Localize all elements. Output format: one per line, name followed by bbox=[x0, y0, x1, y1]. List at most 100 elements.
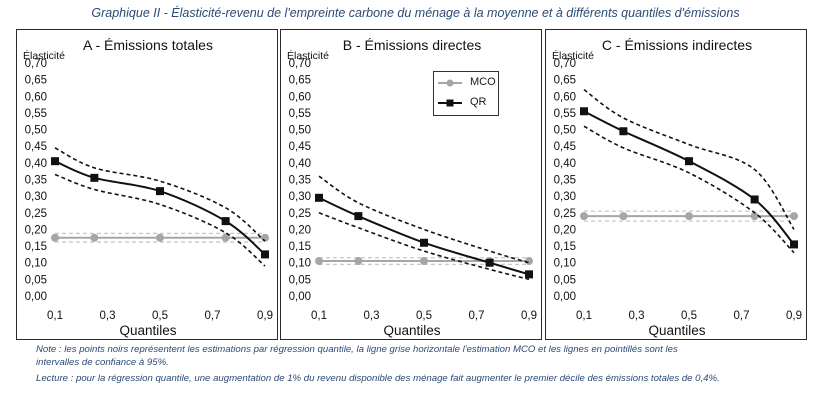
y-tick-label: 0,45 bbox=[25, 141, 47, 153]
y-tick-label: 0,05 bbox=[554, 274, 576, 286]
x-tick-label: 0,1 bbox=[47, 310, 63, 322]
y-tick-label: 0,25 bbox=[289, 208, 311, 220]
chart-c-svg: C - Émissions indirectesÉlasticité0,000,… bbox=[552, 37, 802, 338]
qr-ci-low-line bbox=[583, 125, 795, 254]
y-tick-label: 0,00 bbox=[289, 291, 311, 303]
y-tick-label: 0,30 bbox=[25, 191, 47, 203]
y-tick-label: 0,50 bbox=[25, 125, 47, 137]
y-tick-label: 0,20 bbox=[25, 224, 47, 236]
mco-point bbox=[750, 212, 759, 221]
x-tick-label: 0,3 bbox=[629, 310, 645, 322]
y-tick-label: 0,40 bbox=[289, 158, 311, 170]
mco-point bbox=[354, 257, 363, 266]
x-tick-label: 0,7 bbox=[734, 310, 750, 322]
chart-panel-a: A - Émissions totales Élasticité 0,00 0,05 0… bbox=[16, 29, 278, 340]
y-tick-label: 0,40 bbox=[25, 158, 47, 170]
y-tick-label: 0,60 bbox=[25, 91, 47, 103]
y-axis-label: Élasticité bbox=[23, 49, 65, 62]
x-tick-label: 0,5 bbox=[152, 310, 168, 322]
x-tick-label: 0,9 bbox=[786, 310, 802, 322]
qr-point bbox=[156, 187, 164, 196]
y-tick-label: 0,15 bbox=[554, 241, 576, 253]
y-tick-label: 0,65 bbox=[25, 75, 47, 87]
qr-ci-low-line bbox=[318, 212, 530, 281]
qr-point bbox=[485, 258, 494, 267]
qr-point bbox=[261, 250, 269, 259]
y-tick-label: 0,00 bbox=[25, 291, 47, 303]
x-axis-label: Quantiles bbox=[383, 323, 440, 338]
y-tick-label: 0,35 bbox=[25, 175, 47, 187]
chart-panel-b: B - Émissions directes Élasticité 0,00 0,05… bbox=[280, 29, 542, 340]
legend-qr-marker bbox=[446, 99, 454, 107]
legend-qr-label: QR bbox=[470, 96, 487, 108]
mco-point bbox=[619, 212, 628, 221]
qr-ci-high-line bbox=[54, 147, 266, 242]
qr-point bbox=[750, 195, 759, 204]
legend-swatches bbox=[438, 79, 462, 107]
mco-point bbox=[221, 233, 230, 242]
note-line-1: Note : les points noirs représentent les… bbox=[36, 344, 678, 355]
qr-point bbox=[420, 238, 428, 247]
x-tick-label: 0,3 bbox=[100, 310, 116, 322]
y-tick-label: 0,35 bbox=[554, 175, 576, 187]
y-axis-label: Élasticité bbox=[287, 49, 329, 62]
mco-point bbox=[685, 212, 693, 221]
x-tick-label: 0,1 bbox=[576, 310, 592, 322]
y-tick-label: 0,55 bbox=[289, 108, 311, 120]
y-axis-label: Élasticité bbox=[552, 49, 594, 62]
chart-legend: MCO QR bbox=[433, 71, 499, 116]
qr-point bbox=[90, 173, 99, 182]
y-tick-label: 0,70 bbox=[25, 58, 47, 70]
x-tick-label: 0,1 bbox=[311, 310, 327, 322]
x-axis-label: Quantiles bbox=[648, 323, 705, 338]
lecture-note: Lecture : pour la régression quantile, u… bbox=[36, 373, 720, 384]
x-tick-label: 0,5 bbox=[681, 310, 697, 322]
qr-ci-high-line bbox=[583, 88, 795, 230]
y-tick-label: 0,30 bbox=[289, 191, 311, 203]
y-tick-label: 0,00 bbox=[554, 291, 576, 303]
chart-b-svg: B - Émissions directes Élasticité 0,00 0,05… bbox=[287, 37, 537, 338]
qr-point bbox=[315, 193, 323, 202]
y-tick-label: 0,60 bbox=[289, 91, 311, 103]
legend-mco-marker bbox=[446, 79, 454, 87]
mco-point bbox=[580, 212, 588, 221]
y-tick-label: 0,25 bbox=[25, 208, 47, 220]
qr-point bbox=[354, 212, 363, 221]
mco-point bbox=[790, 212, 798, 221]
chart-title: B - Émissions directes bbox=[343, 37, 481, 53]
y-tick-label: 0,05 bbox=[25, 274, 47, 286]
y-tick-label: 0,70 bbox=[554, 58, 576, 70]
qr-ci-low-line bbox=[54, 173, 266, 267]
qr-series-line bbox=[583, 110, 795, 246]
qr-point bbox=[580, 107, 588, 116]
y-tick-label: 0,25 bbox=[554, 208, 576, 220]
x-axis-label: Quantiles bbox=[119, 323, 176, 338]
figure-title: Graphique II - Élasticité-revenu de l'em… bbox=[91, 6, 740, 20]
mco-point bbox=[525, 257, 533, 266]
chart-title: C - Émissions indirectes bbox=[602, 37, 752, 53]
y-tick-label: 0,05 bbox=[289, 274, 311, 286]
y-tick-label: 0,65 bbox=[554, 75, 576, 87]
chart-a-svg: A - Émissions totales Élasticité 0,00 0,05 0… bbox=[23, 37, 273, 338]
y-tick-label: 0,55 bbox=[25, 108, 47, 120]
y-tick-label: 0,40 bbox=[554, 158, 576, 170]
qr-point bbox=[685, 157, 693, 166]
mco-point bbox=[156, 233, 164, 242]
legend-mco-label: MCO bbox=[470, 76, 496, 88]
y-tick-label: 0,45 bbox=[554, 141, 576, 153]
y-tick-label: 0,20 bbox=[554, 224, 576, 236]
x-tick-label: 0,9 bbox=[257, 310, 273, 322]
x-tick-label: 0,3 bbox=[364, 310, 380, 322]
chart-title: A - Émissions totales bbox=[83, 37, 213, 53]
qr-point bbox=[51, 157, 59, 166]
qr-point bbox=[525, 270, 533, 279]
y-tick-label: 0,60 bbox=[554, 91, 576, 103]
x-tick-label: 0,9 bbox=[521, 310, 537, 322]
qr-point bbox=[221, 217, 230, 226]
mco-point bbox=[315, 257, 323, 266]
y-tick-label: 0,10 bbox=[25, 258, 47, 270]
y-tick-label: 0,20 bbox=[289, 224, 311, 236]
x-tick-label: 0,5 bbox=[416, 310, 432, 322]
mco-point bbox=[51, 233, 59, 242]
note-line-2: intervalles de confiance à 95%. bbox=[36, 357, 169, 368]
